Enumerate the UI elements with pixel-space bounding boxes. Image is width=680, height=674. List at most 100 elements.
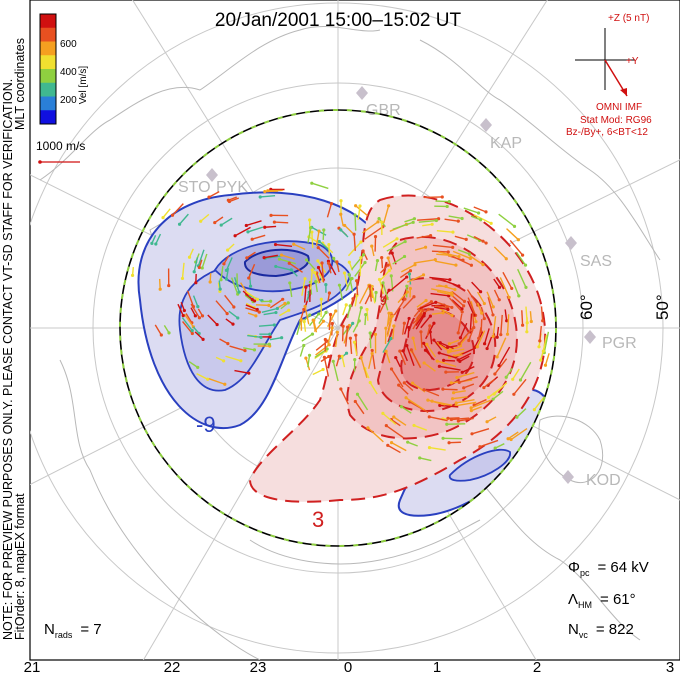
velocity-vector — [357, 205, 361, 220]
velocity-vector — [429, 446, 446, 451]
velocity-vector-origin — [489, 221, 493, 225]
velocity-vector — [439, 342, 454, 350]
velocity-vector — [436, 253, 451, 257]
velocity-vector-origin — [442, 358, 446, 362]
velocity-vector — [443, 359, 456, 362]
velocity-vector-origin — [275, 306, 279, 311]
velocity-vector-origin — [332, 256, 336, 260]
velocity-vector — [354, 214, 357, 231]
velocity-vector-origin — [448, 253, 452, 257]
velocity-vector — [207, 314, 218, 326]
velocity-vector — [234, 226, 251, 237]
velocity-vector-origin — [150, 241, 154, 245]
velocity-vector — [341, 356, 346, 368]
velocity-vector — [426, 343, 437, 358]
nrads-value: = 7 — [80, 621, 101, 638]
velocity-vector — [449, 297, 463, 313]
velocity-vector-origin — [481, 239, 485, 243]
velocity-vector — [493, 246, 507, 260]
velocity-vector-origin — [394, 355, 398, 360]
velocity-vector — [426, 325, 431, 337]
velocity-vector-origin — [460, 310, 464, 314]
velocity-vector — [472, 312, 475, 328]
velocity-vector — [395, 357, 401, 368]
lambda-hm-value: = 61° — [600, 591, 636, 608]
velocity-vector-origin — [409, 348, 413, 352]
velocity-vector-origin — [337, 354, 341, 358]
lat-label-50: 50° — [653, 294, 672, 320]
velocity-vector — [369, 332, 372, 349]
velocity-vector — [471, 406, 482, 412]
velocity-vector — [315, 230, 320, 247]
velocity-vector — [197, 249, 205, 267]
velocity-vector — [453, 390, 466, 394]
velocity-vector — [473, 206, 487, 213]
velocity-vector-origin — [376, 220, 380, 224]
velocity-vector-origin — [330, 321, 334, 326]
velocity-vector-origin — [373, 332, 378, 336]
velocity-vector — [193, 257, 199, 272]
velocity-vector-origin — [359, 306, 363, 310]
velocity-vector-origin — [335, 330, 339, 334]
velocity-vector-origin — [327, 354, 331, 359]
velocity-vector — [296, 321, 302, 336]
velocity-vector — [261, 307, 278, 313]
station-markers — [206, 86, 596, 484]
velocity-vector — [433, 339, 443, 351]
velocity-vector-origin — [387, 311, 391, 315]
velocity-vector-origin — [441, 436, 445, 440]
velocity-vector — [390, 368, 404, 388]
velocity-vector-origin — [192, 270, 196, 274]
velocity-vector-origin — [348, 336, 352, 340]
velocity-vector-origin — [194, 281, 198, 285]
velocity-vector — [463, 207, 479, 214]
velocity-vector-origin — [485, 346, 489, 351]
velocity-vector — [479, 439, 499, 448]
velocity-vector-origin — [450, 305, 454, 310]
velocity-vector — [229, 345, 246, 352]
velocity-vector — [245, 307, 260, 313]
velocity-vector — [311, 182, 329, 190]
velocity-vector — [245, 291, 258, 300]
scale-vector-label: 1000 m/s — [36, 139, 85, 153]
velocity-vector-origin — [406, 440, 410, 444]
velocity-vector-origin — [316, 246, 320, 250]
velocity-vector-origin — [412, 217, 417, 221]
velocity-vector-origin — [317, 229, 321, 233]
velocity-vector-origin — [351, 297, 355, 301]
velocity-vector — [225, 257, 233, 271]
velocity-vector-origin — [453, 287, 457, 292]
velocity-vector-origin — [226, 248, 230, 252]
velocity-vector-origin — [389, 367, 394, 371]
velocity-vector-origin — [344, 303, 348, 307]
velocity-vector — [289, 282, 293, 298]
velocity-vector-origin — [405, 275, 409, 279]
velocity-vector — [480, 319, 483, 332]
velocity-vector-origin — [283, 301, 287, 306]
velocity-vector-origin — [456, 331, 460, 335]
velocity-vector — [393, 416, 407, 426]
velocity-vector-origin — [286, 301, 290, 305]
velocity-vector-origin — [190, 331, 194, 336]
velocity-vector-origin — [180, 276, 185, 281]
velocity-vector-origin — [520, 253, 525, 257]
velocity-vector-origin — [504, 375, 508, 379]
velocity-vector — [540, 344, 546, 361]
velocity-vector-origin — [269, 213, 273, 217]
velocity-vector-origin — [412, 423, 416, 428]
velocity-vector-origin — [377, 217, 381, 221]
velocity-vector-origin — [352, 340, 357, 344]
velocity-vector-origin — [190, 328, 194, 333]
velocity-vector — [430, 292, 449, 297]
velocity-vector-origin — [404, 396, 408, 400]
velocity-vector-origin — [422, 388, 426, 392]
velocity-vector — [215, 300, 228, 315]
velocity-vector — [488, 388, 500, 398]
velocity-vector-origin — [193, 314, 197, 318]
velocity-vector-origin — [491, 334, 495, 338]
colorbar-segment — [40, 110, 56, 125]
velocity-vector — [457, 249, 470, 255]
velocity-vector-origin — [339, 387, 343, 391]
velocity-vector — [466, 234, 480, 242]
